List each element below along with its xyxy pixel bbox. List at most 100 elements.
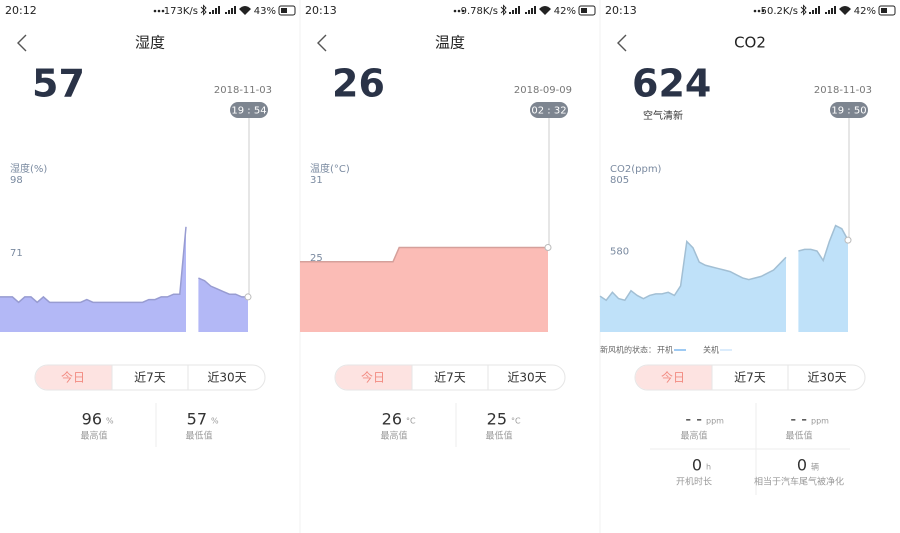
stat-unit: °C — [511, 417, 521, 426]
time-pill — [230, 102, 268, 118]
area-fill — [0, 226, 248, 332]
reading-date: 2018-11-03 — [814, 85, 872, 96]
reading-time: 19 : 50 — [831, 106, 866, 117]
time-range-tab[interactable]: 近7天 — [734, 371, 766, 385]
reading-time: 19 : 54 — [231, 106, 266, 117]
time-range-tab[interactable]: 近30天 — [807, 371, 846, 385]
battery-text: 42% — [554, 6, 576, 17]
network-speed: 9.78K/s — [461, 6, 498, 17]
current-reading: 57 — [32, 62, 85, 106]
stat-value: 96 — [82, 410, 102, 429]
legend-title: 新风机的状态： — [600, 345, 656, 355]
y-tick-label: 71 — [10, 248, 23, 259]
signal-bar — [812, 10, 814, 14]
status-time: 20:13 — [605, 4, 637, 17]
signal-bar — [528, 10, 530, 14]
network-speed: 173K/s — [164, 6, 198, 17]
stat-label: 最高值 — [80, 430, 107, 442]
battery-icon — [278, 5, 296, 16]
stat-label: 最低值 — [485, 430, 512, 442]
signal-bar — [234, 6, 236, 14]
time-range-tab[interactable]: 今日 — [361, 370, 385, 385]
signal-bar — [831, 8, 833, 14]
stat-label: 最高值 — [380, 430, 407, 442]
time-range-tab[interactable]: 近30天 — [507, 371, 546, 385]
status-dot — [161, 9, 165, 13]
signal-bar — [834, 6, 836, 14]
stat-label: 最低值 — [785, 430, 812, 442]
signal-bar — [228, 10, 230, 14]
signal-bar — [209, 12, 211, 14]
back-button[interactable] — [617, 34, 627, 52]
legend-label: 关机 — [703, 345, 719, 355]
wifi-icon — [239, 6, 251, 15]
signal-bar — [818, 6, 820, 14]
status-dot — [461, 9, 465, 13]
current-point — [844, 236, 852, 244]
page-title: 温度 — [435, 34, 465, 52]
phone-screen: 20:13 9.78K/s 42% 温度 26 2018-09-09 02 : 32 温度(°… — [299, 0, 596, 533]
battery-level — [881, 8, 887, 13]
signal-bar — [512, 10, 514, 14]
stat-unit: h — [706, 463, 711, 472]
y-axis-label: 温度(°C) — [310, 162, 350, 175]
stat-label: 最高值 — [680, 430, 707, 442]
time-range-tab[interactable]: 今日 — [61, 370, 85, 385]
air-quality: 空气清新 — [643, 109, 683, 122]
signal-bar — [828, 10, 830, 14]
status-dot — [453, 9, 457, 13]
stat-label: 相当于汽车尾气被净化 — [754, 476, 844, 488]
battery-icon — [878, 5, 896, 16]
reading-date: 2018-11-03 — [214, 85, 272, 96]
signal-bar — [509, 12, 511, 14]
time-range-tab[interactable]: 近7天 — [434, 371, 466, 385]
time-pill — [830, 102, 868, 118]
y-axis-label: CO2(ppm) — [610, 164, 662, 175]
stat-unit: % — [106, 417, 114, 426]
phone-screen: 20:13 50.2K/s 42% CO2 624 空气清新 2018-11-03 19 : … — [599, 0, 896, 533]
stat-value: 0 — [692, 456, 702, 475]
signal-bar — [525, 12, 527, 14]
y-tick-label: 25 — [310, 253, 323, 264]
current-point — [244, 293, 252, 301]
signal-bar — [534, 6, 536, 14]
current-reading: 26 — [332, 62, 385, 106]
legend-label: 开机 — [657, 345, 673, 355]
back-button[interactable] — [17, 34, 27, 52]
y-tick-label: 98 — [10, 175, 23, 186]
area-line — [599, 224, 849, 302]
network-speed: 50.2K/s — [761, 6, 798, 17]
battery-level — [281, 8, 287, 13]
status-dot — [157, 9, 161, 13]
phone-screen: 20:12 173K/s 43% 湿度 57 2018-11-03 19 : 54 湿度(%)… — [0, 4, 296, 447]
stat-value: - - — [685, 410, 702, 429]
status-dot — [457, 9, 461, 13]
area-line — [300, 246, 548, 263]
area-fill — [600, 225, 848, 332]
y-tick-label: 31 — [310, 175, 323, 186]
signal-bar — [218, 6, 220, 14]
signal-bar — [531, 8, 533, 14]
back-button[interactable] — [317, 34, 327, 52]
time-range-tab[interactable]: 近30天 — [207, 371, 246, 385]
stat-value: 0 — [797, 456, 807, 475]
time-range-tab[interactable]: 近7天 — [134, 371, 166, 385]
stat-unit: ppm — [706, 417, 724, 426]
stat-unit: % — [211, 417, 219, 426]
stat-label: 开机时长 — [676, 476, 712, 488]
stat-unit: ppm — [811, 417, 829, 426]
time-range-tab[interactable]: 今日 — [661, 370, 685, 385]
area-line — [0, 226, 248, 304]
stat-unit: 辆 — [811, 462, 819, 472]
time-pill — [530, 102, 568, 118]
battery-text: 42% — [854, 6, 876, 17]
signal-bar — [518, 6, 520, 14]
y-tick-label: 580 — [610, 247, 629, 258]
signal-bar — [212, 10, 214, 14]
wifi-icon — [839, 6, 851, 15]
y-tick-label: 805 — [610, 175, 629, 186]
signal-bar — [215, 8, 217, 14]
status-dot — [757, 9, 761, 13]
current-reading: 624 — [632, 62, 711, 106]
stat-value: 25 — [487, 410, 507, 429]
